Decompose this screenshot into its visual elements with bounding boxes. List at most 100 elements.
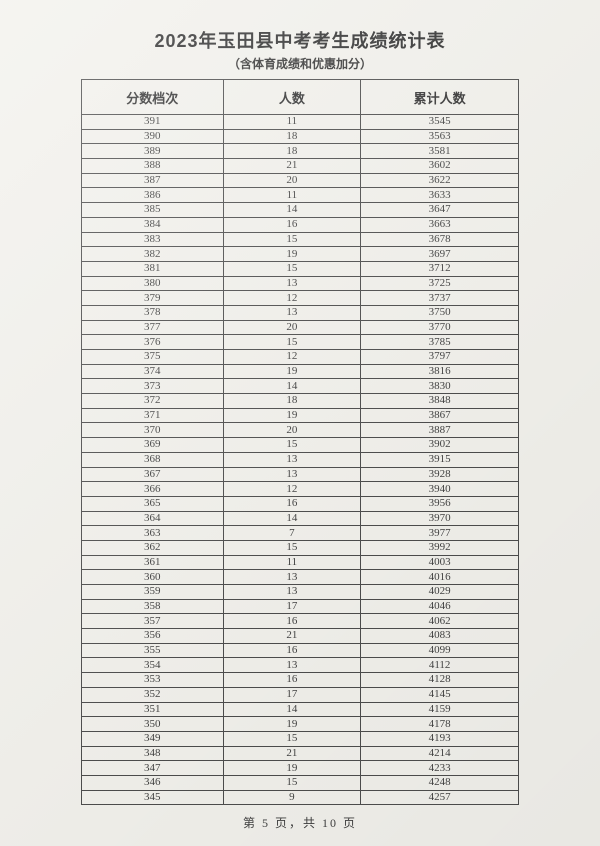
table-cell: 14 <box>222 510 362 527</box>
table-cell: 4062 <box>360 613 519 630</box>
column-header-count: 人数 <box>222 79 362 115</box>
table-cell: 3902 <box>360 437 519 453</box>
table-row: 349 15 4193 <box>81 730 519 747</box>
table-cell: 356 <box>81 628 224 644</box>
table-cell: 13 <box>222 466 362 483</box>
table-row: 375 12 3797 <box>81 349 519 365</box>
table-cell: 373 <box>81 378 224 395</box>
table-cell: 4029 <box>360 584 519 600</box>
table-cell: 4099 <box>360 642 519 659</box>
table-cell: 21 <box>222 158 362 174</box>
table-row: 383 15 3678 <box>81 231 519 248</box>
table-row: 352 17 4145 <box>81 686 519 703</box>
table-cell: 16 <box>222 216 362 233</box>
table-cell: 15 <box>222 231 362 248</box>
table-row: 357 16 4062 <box>81 613 519 630</box>
table-cell: 378 <box>81 304 224 321</box>
table-cell: 368 <box>81 451 224 468</box>
table-cell: 355 <box>81 642 224 659</box>
table-cell: 384 <box>81 216 224 233</box>
table-cell: 15 <box>222 260 362 277</box>
table-cell: 14 <box>222 202 362 218</box>
table-row: 373 14 3830 <box>81 378 519 395</box>
table-cell: 346 <box>81 774 224 791</box>
table-cell: 347 <box>81 760 224 776</box>
table-cell: 370 <box>81 422 224 439</box>
table-row: 368 13 3915 <box>81 451 519 468</box>
table-cell: 3678 <box>360 231 519 248</box>
table-cell: 11 <box>222 554 362 571</box>
table-cell: 4233 <box>360 760 519 776</box>
table-cell: 3887 <box>360 422 519 439</box>
table-cell: 375 <box>81 349 224 365</box>
table-row: 370 20 3887 <box>81 422 519 439</box>
table-cell: 19 <box>222 407 362 424</box>
table-row: 351 14 4159 <box>81 701 519 718</box>
table-cell: 11 <box>222 114 362 130</box>
table-row: 378 13 3750 <box>81 304 519 321</box>
table-row: 384 16 3663 <box>81 216 519 233</box>
table-cell: 380 <box>81 275 224 292</box>
table-cell: 3697 <box>360 246 519 262</box>
table-cell: 19 <box>222 246 362 262</box>
page-subtitle: （含体育成绩和优惠加分） <box>227 57 372 71</box>
table-row: 353 16 4128 <box>81 672 519 688</box>
table-cell: 16 <box>222 495 362 512</box>
table-cell: 4128 <box>360 672 519 688</box>
table-row: 346 15 4248 <box>81 774 519 791</box>
table-cell: 377 <box>81 319 224 336</box>
table-cell: 15 <box>222 774 362 791</box>
table-cell: 15 <box>222 334 362 350</box>
table-header-row: 分数档次 人数 累计人数 <box>81 79 519 115</box>
table-cell: 4178 <box>360 716 519 732</box>
table-cell: 13 <box>222 304 362 321</box>
table-cell: 3663 <box>360 216 519 233</box>
table-cell: 4003 <box>360 554 519 571</box>
table-cell: 386 <box>81 187 224 204</box>
table-cell: 16 <box>222 672 362 688</box>
table-row: 354 13 4112 <box>81 657 519 674</box>
table-cell: 351 <box>81 701 224 718</box>
table-cell: 366 <box>81 481 224 497</box>
table-cell: 4046 <box>360 598 519 615</box>
table-cell: 17 <box>222 686 362 703</box>
table-row: 372 18 3848 <box>81 393 519 409</box>
table-row: 387 20 3622 <box>81 172 519 189</box>
table-row: 345 9 4257 <box>81 789 519 806</box>
table-cell: 19 <box>222 716 362 732</box>
table-cell: 19 <box>222 760 362 776</box>
table-cell: 3830 <box>360 378 519 395</box>
table-cell: 3977 <box>360 525 519 541</box>
table-cell: 3622 <box>360 172 519 189</box>
table-cell: 354 <box>81 657 224 674</box>
table-cell: 3725 <box>360 275 519 292</box>
table-cell: 353 <box>81 672 224 688</box>
table-cell: 372 <box>81 393 224 409</box>
table-cell: 3867 <box>360 407 519 424</box>
table-cell: 15 <box>222 730 362 747</box>
table-cell: 3633 <box>360 187 519 204</box>
table-cell: 3545 <box>360 114 519 130</box>
table-cell: 21 <box>222 745 362 762</box>
table-cell: 12 <box>222 349 362 365</box>
table-header: 分数档次 人数 累计人数 <box>81 79 519 115</box>
table-cell: 20 <box>222 422 362 439</box>
table-cell: 3563 <box>360 128 519 145</box>
table-cell: 3602 <box>360 158 519 174</box>
table-cell: 365 <box>81 495 224 512</box>
table-row: 362 15 3992 <box>81 539 519 556</box>
table-cell: 379 <box>81 290 224 306</box>
table-cell: 352 <box>81 686 224 703</box>
table-cell: 390 <box>81 128 224 145</box>
score-statistics-table: 分数档次 人数 累计人数 391 11 3545 390 18 3563 389 18 3581… <box>81 79 519 806</box>
table-cell: 3797 <box>360 349 519 365</box>
table-row: 385 14 3647 <box>81 202 519 218</box>
table-row: 379 12 3737 <box>81 290 519 306</box>
table-cell: 4257 <box>360 789 519 806</box>
table-cell: 388 <box>81 158 224 174</box>
table-cell: 371 <box>81 407 224 424</box>
table-cell: 359 <box>81 584 224 600</box>
table-cell: 3816 <box>360 363 519 380</box>
table-cell: 362 <box>81 539 224 556</box>
table-cell: 3915 <box>360 451 519 468</box>
